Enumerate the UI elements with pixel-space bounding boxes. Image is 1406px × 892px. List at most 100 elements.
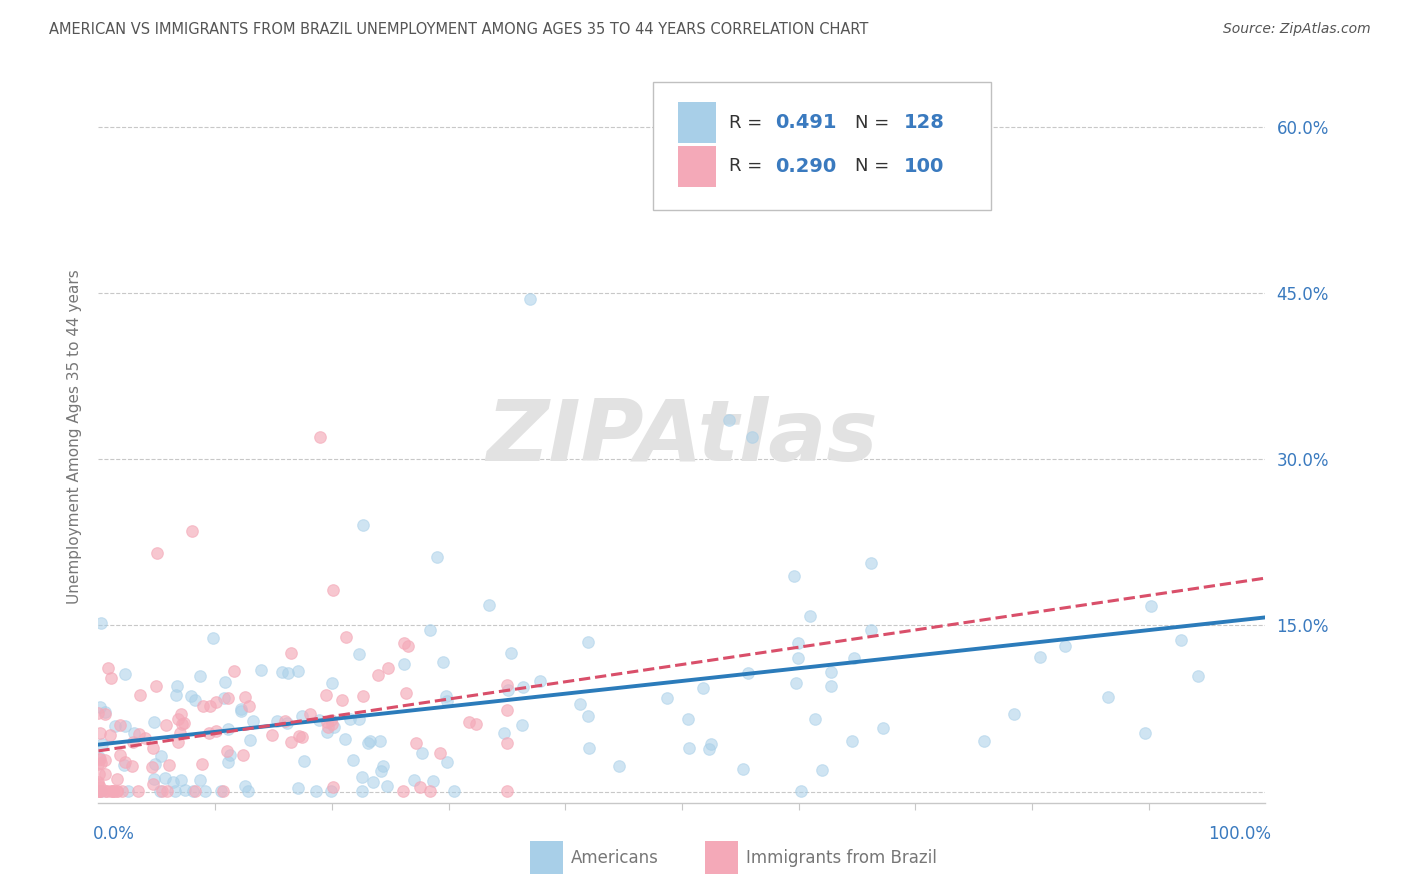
Point	[214, 675, 236, 690]
Point	[114, 755, 136, 769]
Point	[127, 783, 149, 797]
Point	[205, 723, 228, 738]
Point	[342, 753, 364, 767]
Point	[149, 748, 172, 763]
Bar	[679, 146, 716, 186]
Point	[165, 688, 187, 702]
Point	[87, 756, 110, 771]
Point	[166, 735, 188, 749]
Point	[180, 524, 202, 539]
Bar	[706, 841, 738, 874]
Point	[422, 774, 444, 789]
Point	[107, 783, 129, 797]
Point	[100, 783, 122, 797]
Point	[89, 700, 111, 714]
Text: ZIPAtlas: ZIPAtlas	[486, 395, 877, 479]
Point	[280, 735, 302, 749]
Point	[299, 706, 322, 721]
Point	[322, 780, 344, 794]
Point	[205, 695, 228, 709]
Point	[150, 783, 173, 797]
Point	[209, 783, 232, 797]
Point	[692, 681, 714, 695]
Point	[94, 767, 117, 781]
Point	[114, 719, 136, 733]
Point	[90, 615, 112, 630]
Point	[1133, 726, 1156, 740]
Point	[238, 699, 260, 714]
Point	[432, 656, 454, 670]
Point	[352, 518, 374, 533]
Point	[1029, 650, 1052, 665]
Point	[496, 783, 519, 797]
Point	[737, 666, 759, 681]
Point	[233, 779, 256, 793]
Point	[844, 651, 866, 665]
Point	[162, 775, 184, 789]
Point	[90, 783, 112, 797]
Point	[166, 680, 188, 694]
Point	[145, 679, 167, 693]
Point	[163, 783, 186, 797]
Point	[111, 783, 134, 797]
Point	[319, 713, 342, 727]
Point	[321, 717, 343, 731]
Point	[496, 678, 519, 692]
Point	[436, 689, 458, 703]
Point	[678, 712, 700, 726]
Point	[786, 636, 808, 650]
Point	[170, 717, 193, 731]
Point	[166, 712, 188, 726]
Bar	[679, 103, 716, 143]
Point	[841, 734, 863, 748]
Point	[394, 636, 416, 650]
Point	[217, 722, 239, 736]
Text: R =: R =	[728, 113, 768, 131]
Point	[142, 777, 165, 791]
Point	[391, 783, 413, 797]
Point	[315, 688, 337, 702]
Point	[94, 705, 117, 719]
Point	[231, 704, 253, 718]
Point	[860, 556, 883, 570]
Point	[212, 691, 235, 706]
Point	[733, 762, 755, 776]
Point	[87, 767, 110, 781]
Point	[1187, 669, 1209, 683]
Text: AMERICAN VS IMMIGRANTS FROM BRAZIL UNEMPLOYMENT AMONG AGES 35 TO 44 YEARS CORREL: AMERICAN VS IMMIGRANTS FROM BRAZIL UNEMP…	[49, 22, 869, 37]
Point	[529, 674, 551, 689]
Text: R =: R =	[728, 158, 768, 176]
Point	[973, 734, 995, 748]
FancyBboxPatch shape	[652, 82, 991, 211]
Point	[170, 773, 193, 788]
Point	[496, 683, 519, 698]
Point	[316, 714, 339, 729]
Point	[699, 742, 721, 756]
Point	[308, 713, 330, 727]
Point	[262, 728, 284, 742]
Point	[128, 727, 150, 741]
Point	[190, 772, 212, 787]
Point	[339, 713, 361, 727]
Point	[287, 781, 309, 796]
Point	[429, 746, 451, 760]
Point	[409, 780, 432, 795]
Point	[114, 666, 136, 681]
Point	[149, 783, 172, 797]
Point	[396, 639, 419, 653]
Point	[443, 783, 465, 797]
Point	[153, 771, 176, 785]
Point	[411, 746, 433, 760]
Text: N =: N =	[855, 158, 894, 176]
Text: Immigrants from Brazil: Immigrants from Brazil	[747, 848, 936, 867]
Point	[576, 709, 599, 723]
Point	[146, 546, 169, 560]
Point	[104, 719, 127, 733]
Point	[87, 783, 110, 797]
Point	[1053, 639, 1076, 653]
Point	[655, 691, 678, 706]
Point	[142, 740, 165, 755]
Point	[717, 413, 740, 427]
Point	[94, 783, 117, 797]
Point	[478, 599, 501, 613]
